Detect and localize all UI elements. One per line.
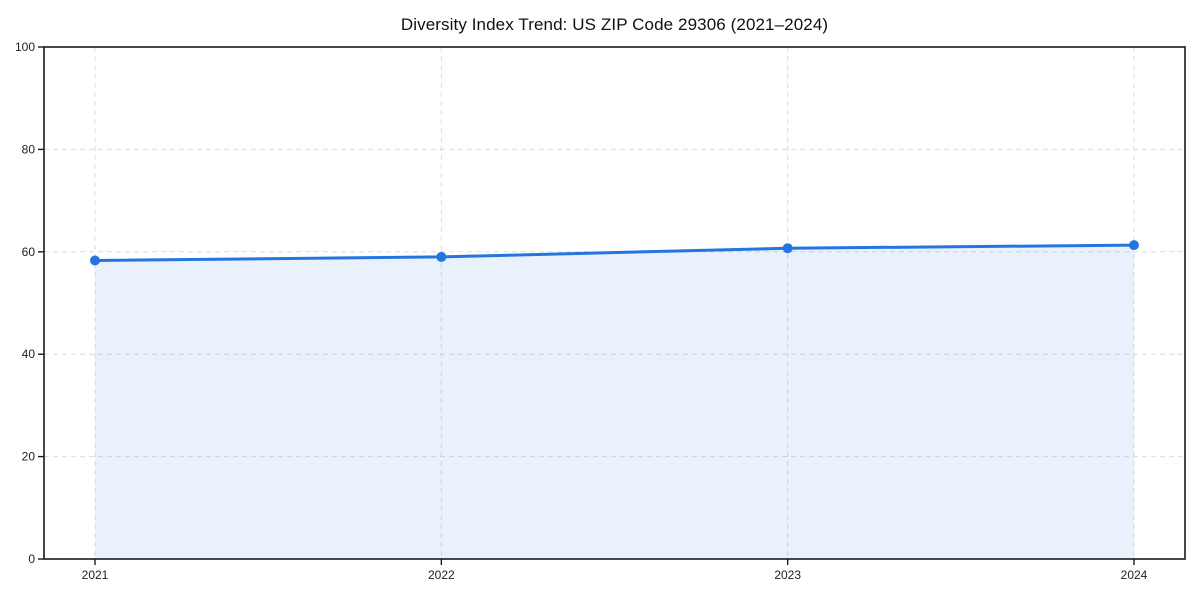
y-axis-tick-label: 60 [22,245,36,259]
y-axis-tick-label: 40 [22,347,36,361]
data-point-2024[interactable] [1129,240,1139,251]
plot-frame [43,46,1186,560]
data-point-2023[interactable] [782,243,793,254]
data-point-2021[interactable] [90,255,100,266]
x-axis-tick-label: 2024 [1121,568,1148,582]
chart-title: Diversity Index Trend: US ZIP Code 29306… [400,15,829,34]
x-axis-tick-label: 2022 [428,568,455,582]
y-axis-tick-label: 20 [22,450,36,464]
y-axis-tick-label: 0 [28,552,35,566]
y-axis-tick-label: 80 [22,142,36,156]
y-axis-tick-label: 100 [15,40,35,54]
trend-line [93,243,1136,263]
x-axis-tick-label: 2021 [82,568,109,582]
area-fill [95,245,1134,560]
x-axis-tick-label: 2023 [774,568,801,582]
data-point-2022[interactable] [436,251,447,262]
